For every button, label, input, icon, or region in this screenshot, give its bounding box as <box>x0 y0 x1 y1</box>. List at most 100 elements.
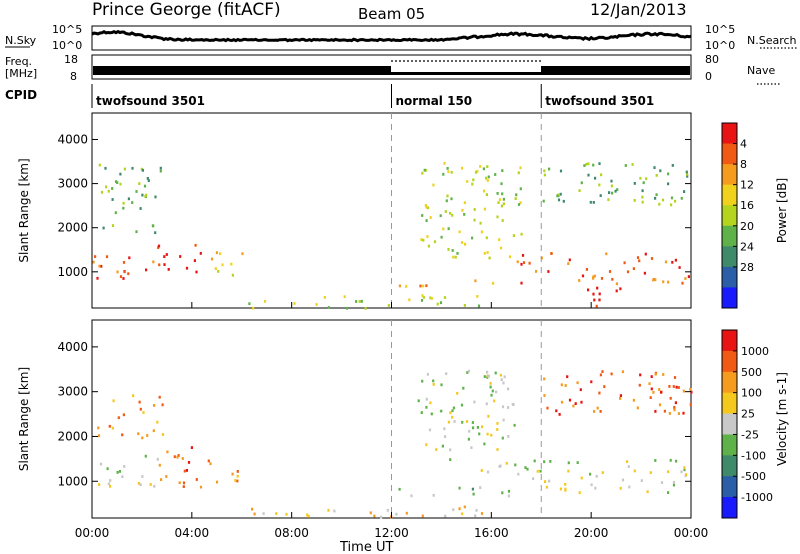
heatmap-cell <box>141 436 144 440</box>
heatmap-cell <box>111 224 115 227</box>
heatmap-cell <box>398 284 401 288</box>
heatmap-cell <box>599 410 602 413</box>
y-tick-label: 4000 <box>57 340 88 354</box>
beam-title: Beam 05 <box>358 5 425 23</box>
heatmap-cell <box>467 437 470 441</box>
heatmap-cell <box>275 512 278 515</box>
heatmap-cell <box>497 201 500 204</box>
heatmap-cell <box>440 409 443 413</box>
heatmap-cell <box>442 227 445 231</box>
heatmap-cell <box>158 395 161 399</box>
heatmap-cell <box>480 230 483 234</box>
heatmap-cell <box>123 465 126 468</box>
heatmap-cells <box>92 161 690 310</box>
heatmap-cell <box>118 470 121 473</box>
heatmap-cell <box>593 274 596 278</box>
heatmap-cell <box>479 221 482 225</box>
heatmap-cell <box>560 400 564 404</box>
heatmap-cell <box>343 295 346 299</box>
heatmap-cell <box>519 187 522 191</box>
heatmap-cell <box>116 471 119 474</box>
heatmap-cell <box>293 302 296 305</box>
heatmap-cell <box>111 426 114 430</box>
heatmap-cell <box>650 375 653 378</box>
heatmap-cell <box>408 298 411 302</box>
heatmap-cell <box>624 164 627 167</box>
x-tick-label: 00:00 <box>674 526 709 540</box>
heatmap-cell <box>475 509 478 512</box>
heatmap-cell <box>443 296 447 299</box>
heatmap-cell <box>99 462 103 466</box>
heatmap-cell <box>456 252 459 255</box>
heatmap-cell <box>373 514 376 518</box>
colorbar-frame <box>721 329 738 519</box>
heatmap-cell <box>476 169 479 173</box>
heatmap-cell <box>98 264 101 268</box>
heatmap-cell <box>598 292 601 296</box>
heatmap-cell <box>592 163 595 167</box>
heatmap-cell <box>425 397 428 401</box>
heatmap-cell <box>486 251 489 254</box>
heatmap-cell <box>483 251 486 255</box>
heatmap-cell <box>478 432 481 436</box>
heatmap-cell <box>144 454 147 458</box>
heatmap-cell <box>642 181 645 185</box>
heatmap-cell <box>425 219 428 222</box>
heatmap-cell <box>514 463 517 467</box>
heatmap-cell <box>185 469 188 472</box>
heatmap-cell <box>686 174 689 178</box>
heatmap-cell <box>149 483 152 486</box>
heatmap-cell <box>615 289 618 293</box>
heatmap-cell <box>500 204 503 208</box>
heatmap-cell <box>474 170 478 174</box>
heatmap-cell <box>599 373 602 377</box>
heatmap-cell <box>479 486 482 489</box>
heatmap-cell <box>633 469 636 473</box>
heatmap-cell <box>471 487 474 491</box>
heatmap-cell <box>460 166 464 170</box>
heatmap-cell <box>548 479 551 483</box>
heatmap-cell <box>673 405 676 409</box>
heatmap-cell <box>474 279 477 283</box>
heatmap-cell <box>686 172 689 176</box>
colorbar-tick-label: 24 <box>740 240 754 253</box>
heatmap-cell <box>487 414 490 418</box>
heatmap-cell <box>231 273 234 277</box>
colorbar-frame <box>721 122 738 309</box>
heatmap-cell <box>182 481 186 485</box>
heatmap-cell <box>660 390 663 394</box>
heatmap-cell <box>546 406 549 410</box>
heatmap-cell <box>489 382 492 385</box>
heatmap-cell <box>421 171 424 175</box>
heatmap-cell <box>496 448 499 451</box>
heatmap-cell <box>616 188 619 191</box>
heatmap-cell <box>107 482 110 486</box>
colorbar-label: Power [dB] <box>775 178 789 243</box>
heatmap-cell <box>210 257 214 261</box>
heatmap-cell <box>429 216 432 219</box>
heatmap-cell <box>514 197 517 200</box>
heatmap-cell <box>473 218 476 222</box>
heatmap-cell <box>532 477 535 481</box>
heatmap-cell <box>179 255 182 258</box>
heatmap-cell <box>153 484 156 488</box>
heatmap-cell <box>152 429 155 433</box>
y-axis-label: Slant Range [km] <box>17 158 31 262</box>
heatmap-cell <box>650 257 654 260</box>
colorbar-swatch <box>722 266 737 288</box>
heatmap-cell <box>119 172 122 176</box>
heatmap-cell <box>485 176 488 180</box>
heatmap-cell <box>156 457 159 461</box>
heatmap-cell <box>684 277 687 280</box>
heatmap-cell <box>677 412 680 415</box>
heatmap-cell <box>487 374 490 378</box>
heatmap-cell <box>559 169 563 173</box>
heatmap-cell <box>236 470 239 473</box>
heatmap-cell <box>234 479 237 482</box>
heatmap-cell <box>491 389 494 393</box>
heatmap-cell <box>636 256 640 259</box>
heatmap-cell <box>135 190 138 193</box>
heatmap-cell <box>683 466 686 470</box>
heatmap-cell <box>486 470 490 474</box>
